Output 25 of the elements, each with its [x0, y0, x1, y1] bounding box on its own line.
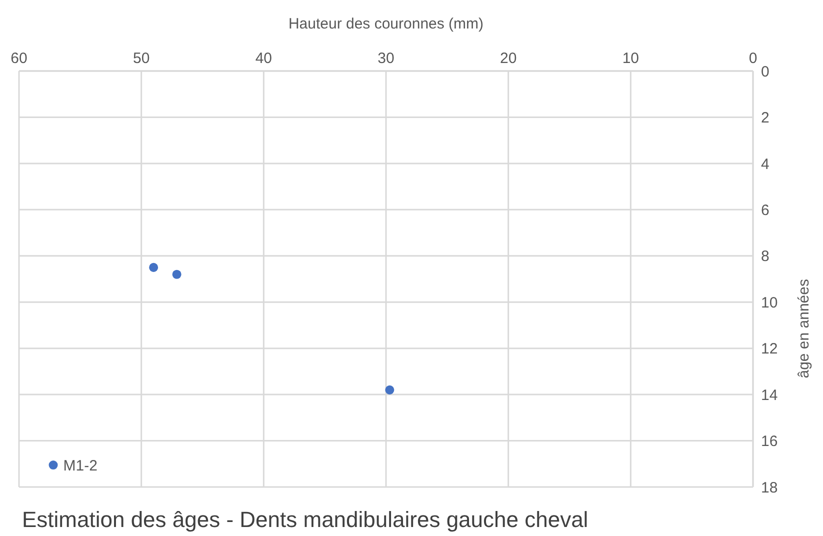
y-tick-label: 0 — [761, 63, 770, 80]
x-tick-label: 20 — [500, 50, 517, 67]
y-tick-label: 18 — [761, 479, 778, 496]
point — [385, 385, 394, 394]
x-tick-label: 60 — [10, 50, 28, 67]
y-tick-label: 6 — [761, 202, 770, 219]
y-tick-label: 14 — [761, 386, 778, 404]
y-tick-label: 8 — [761, 248, 770, 266]
point — [149, 262, 158, 272]
y-tick-label: 12 — [761, 340, 778, 358]
y-tick-label: 16 — [761, 433, 778, 450]
x-tick-label: 0 — [748, 50, 758, 67]
annotation: M1-2 — [63, 457, 98, 474]
y-tick-label: 4 — [761, 156, 770, 173]
point — [172, 270, 182, 279]
y-tick-label: 2 — [761, 110, 770, 127]
point — [48, 460, 58, 470]
x-tick-label: 50 — [132, 50, 150, 67]
text: Estimation des âges - Dents mandibulaires gauche cheval — [21, 507, 590, 533]
x-tick-label: 30 — [378, 50, 394, 67]
x-tick-label: 40 — [255, 50, 272, 67]
y-axis-title: âge en années — [795, 279, 812, 378]
x-tick-label: 10 — [622, 50, 640, 67]
y-tick-label: 10 — [761, 294, 778, 312]
x-axis-title: Hauteur des couronnes (mm) — [288, 16, 484, 33]
